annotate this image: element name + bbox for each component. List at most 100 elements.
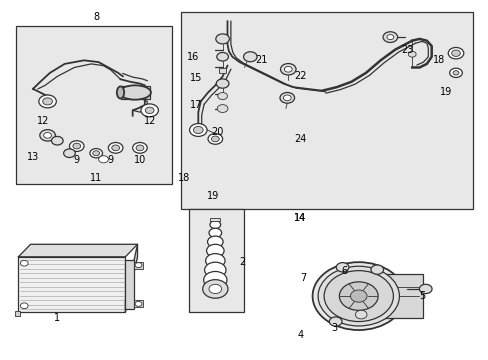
Circle shape	[211, 136, 219, 142]
Circle shape	[189, 123, 206, 136]
Text: 14: 14	[294, 212, 306, 222]
Bar	[125, 260, 134, 309]
Circle shape	[283, 95, 290, 101]
Circle shape	[216, 53, 228, 61]
Polygon shape	[125, 244, 137, 312]
Text: 1: 1	[54, 312, 60, 323]
Circle shape	[208, 284, 221, 294]
Text: 4: 4	[297, 330, 303, 341]
Circle shape	[419, 284, 431, 294]
Text: 19: 19	[439, 87, 451, 98]
Circle shape	[73, 143, 81, 149]
Circle shape	[451, 50, 459, 57]
Text: 20: 20	[211, 127, 224, 137]
Circle shape	[20, 260, 28, 266]
Circle shape	[312, 262, 404, 330]
Circle shape	[386, 35, 393, 40]
Circle shape	[90, 149, 102, 158]
Text: 10: 10	[134, 156, 146, 165]
Text: 8: 8	[93, 13, 99, 22]
Circle shape	[203, 271, 226, 289]
Ellipse shape	[119, 85, 151, 100]
Polygon shape	[19, 244, 137, 257]
Circle shape	[407, 51, 415, 57]
Bar	[372, 274, 423, 318]
Circle shape	[205, 253, 224, 268]
Bar	[120, 86, 149, 99]
Text: 12: 12	[143, 116, 156, 126]
Ellipse shape	[117, 86, 124, 99]
Circle shape	[208, 228, 221, 238]
Text: 22: 22	[294, 71, 306, 81]
Circle shape	[202, 280, 227, 298]
Circle shape	[350, 290, 366, 302]
Bar	[219, 68, 225, 73]
Circle shape	[207, 134, 222, 144]
Text: 16: 16	[187, 52, 199, 62]
Circle shape	[51, 136, 63, 145]
Circle shape	[284, 66, 291, 72]
Circle shape	[370, 265, 383, 274]
Text: 7: 7	[299, 273, 305, 283]
Text: 18: 18	[432, 55, 444, 65]
Text: 2: 2	[239, 257, 244, 267]
Circle shape	[145, 107, 154, 113]
Circle shape	[112, 145, 119, 151]
Circle shape	[324, 271, 393, 321]
Text: 6: 6	[341, 266, 346, 276]
Text: 21: 21	[255, 55, 267, 65]
Circle shape	[217, 105, 227, 112]
Text: 17: 17	[189, 100, 202, 110]
Circle shape	[215, 34, 229, 44]
Circle shape	[452, 71, 458, 75]
Circle shape	[339, 282, 377, 310]
Circle shape	[43, 132, 51, 138]
Circle shape	[217, 93, 227, 100]
Text: 15: 15	[189, 73, 202, 83]
Circle shape	[20, 303, 28, 309]
Text: 23: 23	[400, 45, 413, 55]
Text: 19: 19	[206, 191, 219, 201]
Circle shape	[193, 126, 203, 134]
Text: 11: 11	[90, 173, 102, 183]
Circle shape	[280, 64, 295, 75]
Bar	[134, 300, 142, 307]
Circle shape	[93, 151, 100, 156]
Circle shape	[280, 93, 294, 103]
Circle shape	[204, 262, 225, 278]
Circle shape	[136, 145, 143, 151]
Circle shape	[382, 32, 397, 42]
Text: 13: 13	[27, 152, 39, 162]
Text: 18: 18	[177, 173, 189, 183]
Bar	[210, 217, 220, 221]
Circle shape	[132, 143, 147, 153]
Text: 12: 12	[37, 116, 49, 126]
Bar	[15, 311, 20, 316]
Circle shape	[40, 130, 55, 141]
Text: 24: 24	[294, 134, 306, 144]
Circle shape	[42, 98, 52, 105]
Circle shape	[63, 149, 75, 157]
Text: 5: 5	[418, 291, 424, 301]
Bar	[181, 12, 472, 208]
Circle shape	[108, 143, 122, 153]
Circle shape	[99, 156, 108, 163]
Circle shape	[135, 301, 142, 306]
Circle shape	[207, 236, 223, 248]
Bar	[19, 257, 125, 312]
Circle shape	[141, 104, 158, 117]
Circle shape	[329, 317, 341, 326]
Text: 14: 14	[294, 212, 306, 222]
Circle shape	[209, 221, 220, 229]
Circle shape	[318, 266, 399, 326]
Text: 9: 9	[107, 156, 114, 165]
Bar	[188, 208, 244, 312]
Bar	[134, 261, 142, 269]
Circle shape	[216, 79, 228, 88]
Circle shape	[449, 68, 461, 77]
Circle shape	[243, 52, 257, 62]
Circle shape	[39, 95, 56, 108]
Circle shape	[336, 262, 348, 272]
Circle shape	[355, 310, 366, 319]
Circle shape	[69, 141, 84, 152]
